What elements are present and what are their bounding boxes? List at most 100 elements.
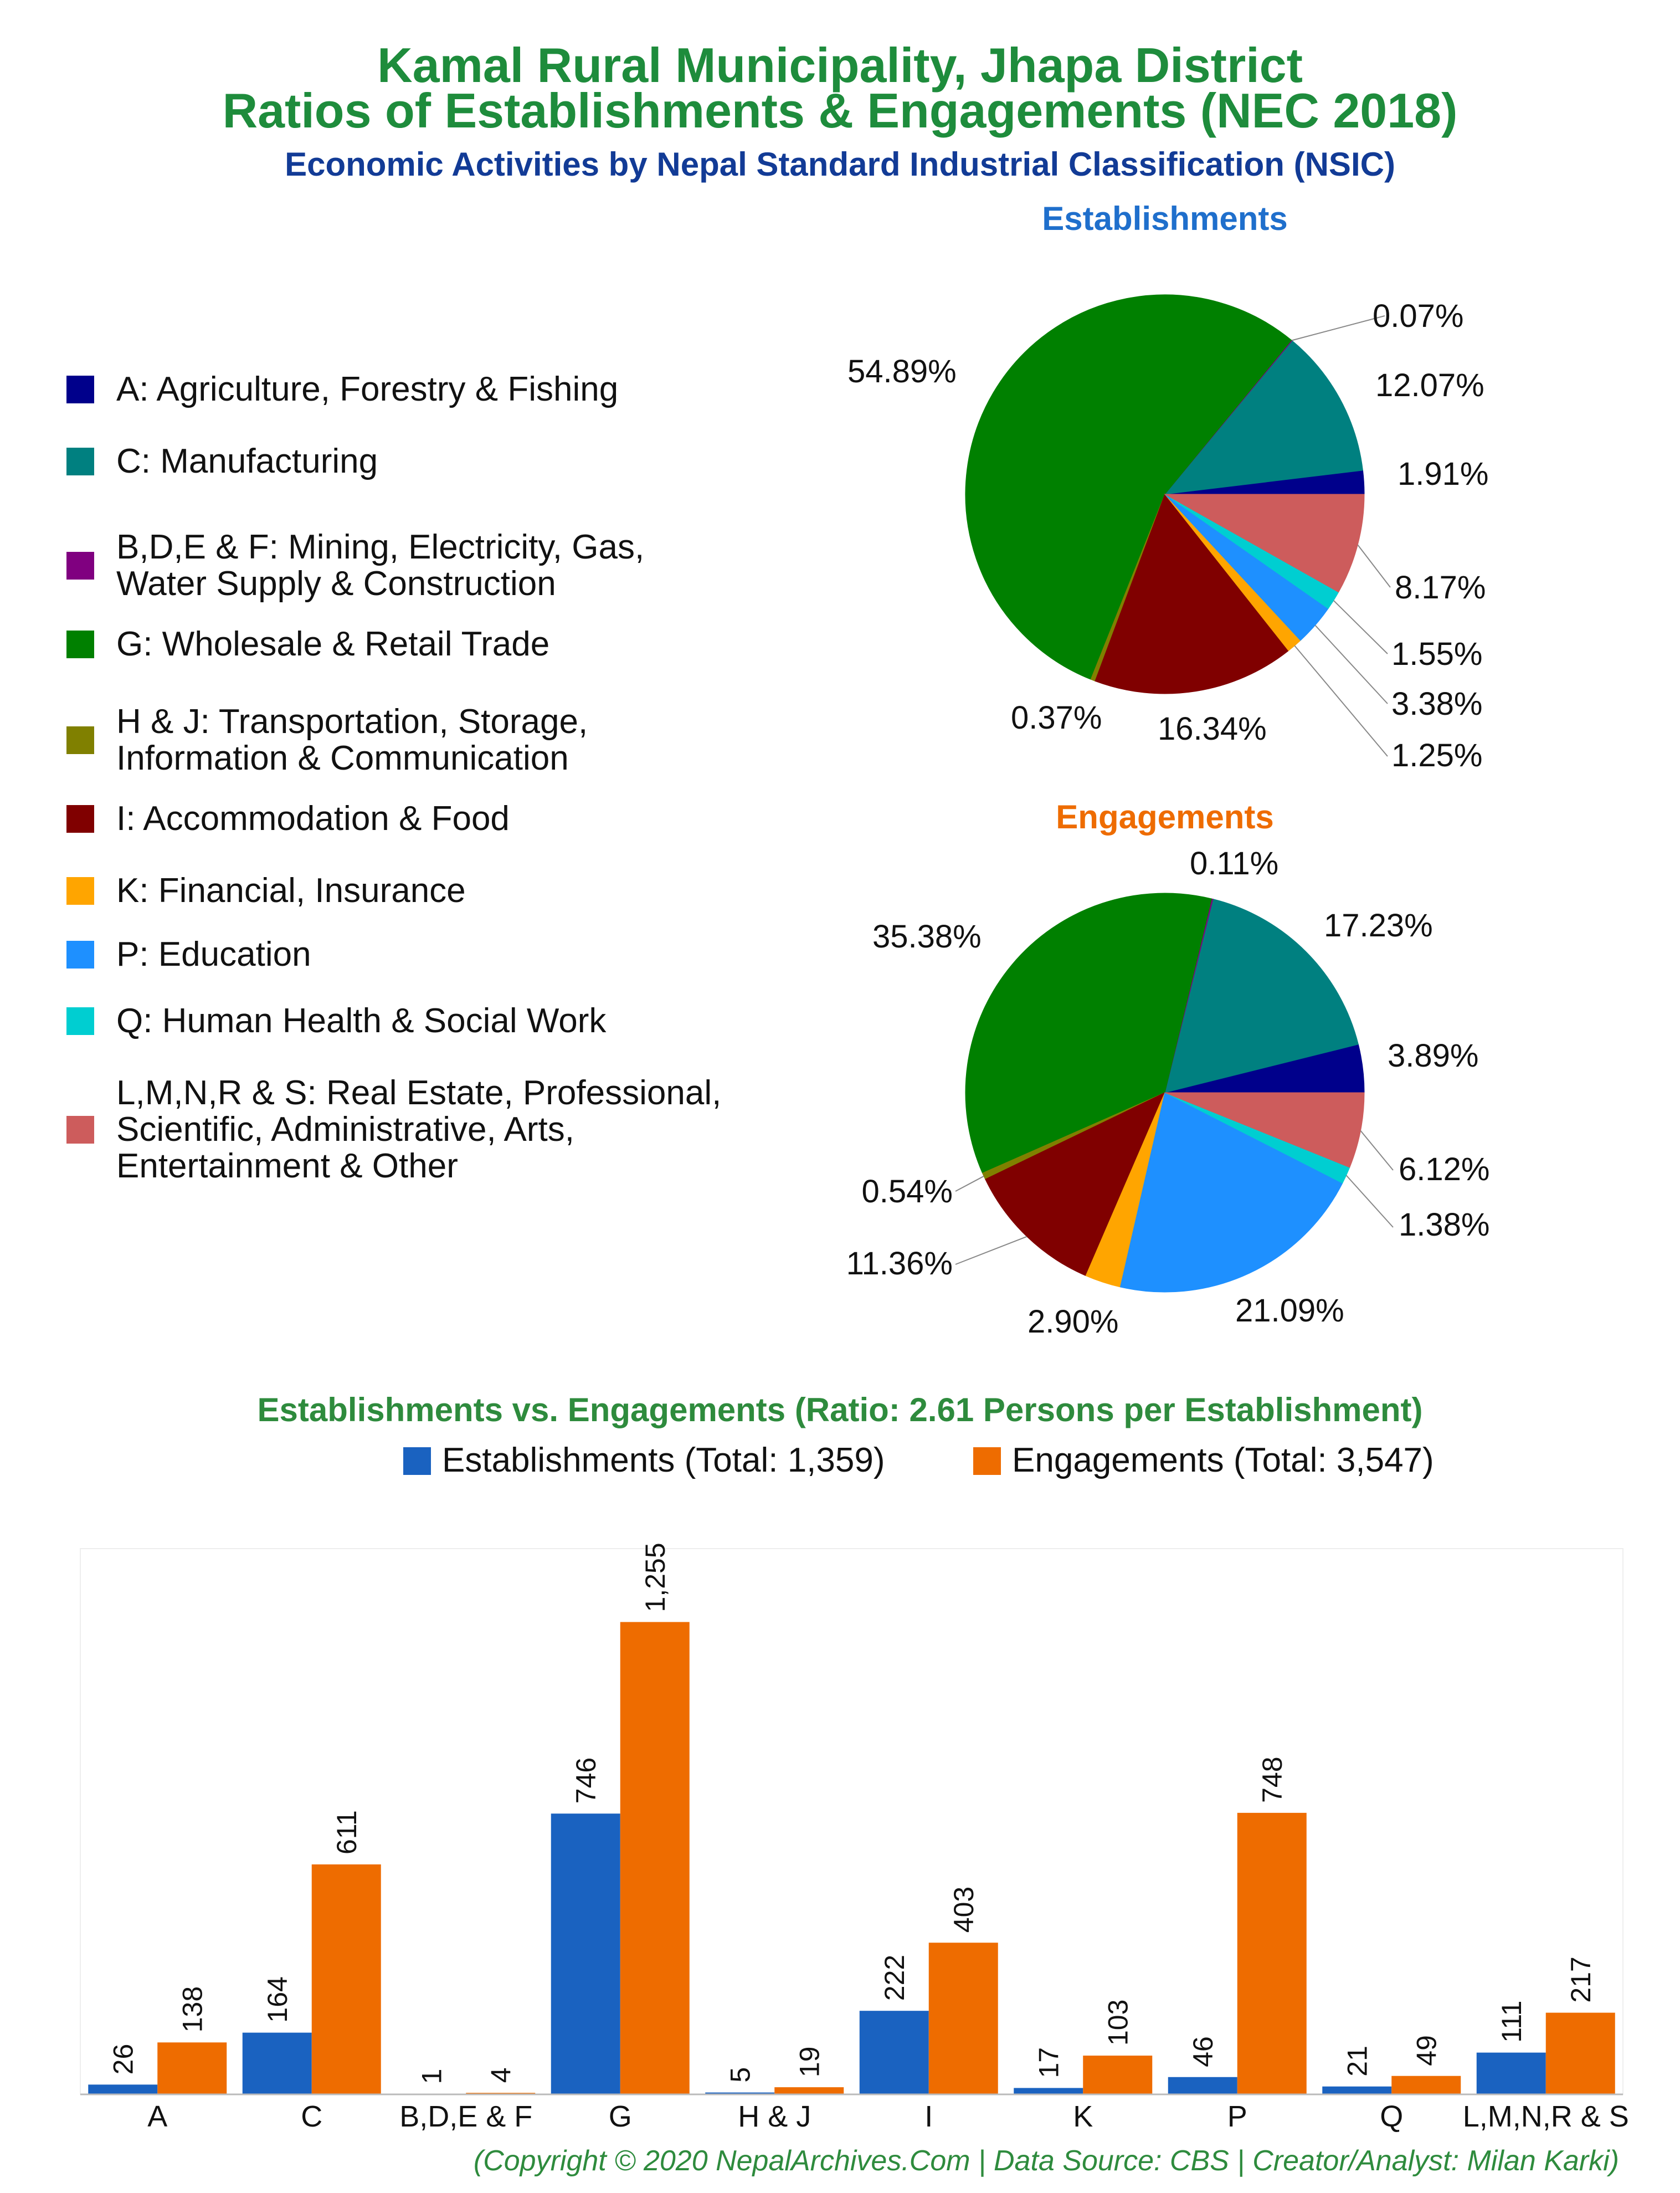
- pie-slice-label: 12.07%: [1375, 367, 1484, 403]
- legend-engagements-swatch: [973, 1447, 1001, 1475]
- legend-swatch: [66, 805, 94, 833]
- chart-title-line-2: Ratios of Establishments & Engagements (…: [222, 83, 1458, 138]
- legend-swatch: [66, 552, 94, 580]
- bar-value-label: 217: [1565, 1956, 1596, 2002]
- bar-value-label: 611: [331, 1810, 362, 1854]
- bar-value-label: 19: [794, 2046, 825, 2077]
- x-tick-label: I: [924, 2100, 933, 2133]
- pie-slice-label: 35.38%: [872, 919, 982, 955]
- legend-label: B,D,E & F: Mining, Electricity, Gas, Wat…: [116, 528, 645, 603]
- bar-value-label: 4: [486, 2067, 517, 2083]
- bar-establishments: [1014, 2088, 1083, 2094]
- bar-establishments: [859, 2011, 929, 2094]
- chart-subtitle: Economic Activities by Nepal Standard In…: [285, 146, 1395, 183]
- pie-slice: [1164, 899, 1359, 1093]
- pie-slice: [1164, 1092, 1365, 1168]
- pie-slice-label: 11.36%: [846, 1246, 953, 1282]
- pie-leader-line: [1333, 600, 1388, 654]
- bar-engagements: [774, 2087, 844, 2094]
- engagements-pie-title: Engagements: [1056, 798, 1274, 836]
- bar-establishments: [242, 2032, 312, 2094]
- legend-swatch: [66, 726, 94, 754]
- pie-slice: [1095, 493, 1289, 694]
- legend-label: K: Financial, Insurance: [116, 872, 466, 910]
- bar-value-label: 26: [108, 2044, 139, 2075]
- bar-value-label: 1: [417, 2069, 448, 2084]
- bar-establishments: [705, 2092, 775, 2094]
- bar-value-label: 403: [948, 1887, 979, 1933]
- bar-value-label: 111: [1496, 2001, 1527, 2043]
- bar-value-label: 17: [1034, 2047, 1065, 2078]
- legend-swatch: [66, 1116, 94, 1144]
- legend-swatch: [66, 448, 94, 475]
- legend-establishments-label: Establishments (Total: 1,359): [442, 1441, 885, 1479]
- x-tick-label: H & J: [738, 2100, 811, 2133]
- bar-chart-title: Establishments vs. Engagements (Ratio: 2…: [257, 1391, 1423, 1428]
- bar-establishments: [1168, 2077, 1237, 2094]
- bar-engagements: [157, 2042, 227, 2094]
- legend-label: I: Accommodation & Food: [116, 800, 510, 838]
- bar-establishments: [1476, 2052, 1546, 2094]
- bar-engagements: [1237, 1812, 1307, 2094]
- pie-slice-label: 17.23%: [1324, 908, 1433, 944]
- pie-slice-label: 6.12%: [1399, 1151, 1489, 1187]
- bar-establishments: [88, 2084, 158, 2094]
- pie-slice-label: 3.89%: [1388, 1038, 1478, 1074]
- pie-slice-label: 54.89%: [847, 353, 957, 390]
- engagements-pie: 3.89% 17.23% 0.11% 35.38% 0.54% 11.36% 2.90% 21…: [846, 846, 1490, 1340]
- bar-engagements: [620, 1622, 690, 2094]
- bar-chart: 26 138 A 164 611 C 1 4 B,D,E & F 746 1,255 G 5 19 H & …: [80, 1543, 1629, 2133]
- establishments-pie: 1.91% 12.07% 0.07% 54.89% 0.37% 16.34% 1.25% 3.…: [847, 294, 1488, 773]
- pie-leader-line: [1314, 624, 1388, 704]
- pie-leader-line: [1294, 645, 1388, 757]
- bar-value-label: 103: [1103, 2000, 1134, 2046]
- legend-label: P: Education: [116, 935, 311, 973]
- bar-value-label: 21: [1342, 2046, 1373, 2077]
- pie-charts: 1.91% 12.07% 0.07% 54.89% 0.37% 16.34% 1.25% 3.…: [846, 294, 1490, 1340]
- legend-label: H & J: Transportation, Storage, Informat…: [116, 703, 588, 777]
- x-tick-label: P: [1227, 2100, 1247, 2133]
- pie-slice-label: 3.38%: [1391, 686, 1482, 722]
- pie-slice: [965, 893, 1213, 1174]
- pie-slice: [965, 294, 1292, 680]
- pie-slice-label: 1.25%: [1391, 737, 1482, 773]
- pie-leader-line: [1360, 1130, 1394, 1171]
- pie-slice-label: 0.07%: [1373, 298, 1463, 334]
- legend-label: A: Agriculture, Forestry & Fishing: [116, 370, 619, 408]
- legend-swatch: [66, 941, 94, 969]
- legend-swatch: [66, 877, 94, 905]
- pie-leader-line: [955, 1175, 984, 1192]
- pie-slice-label: 0.54%: [862, 1174, 953, 1210]
- legend-establishments-swatch: [403, 1447, 431, 1475]
- x-tick-label: C: [301, 2100, 322, 2133]
- bar-value-label: 222: [879, 1955, 910, 2001]
- bar-value-label: 5: [725, 2067, 756, 2083]
- x-tick-label: K: [1073, 2100, 1093, 2133]
- legend-swatch: [66, 1007, 94, 1035]
- legend-swatch: [66, 631, 94, 658]
- pie-leader-line: [1357, 544, 1391, 588]
- bar-engagements: [928, 1943, 998, 2094]
- bar-establishments: [1322, 2086, 1392, 2094]
- pie-slice-label: 0.11%: [1190, 846, 1278, 882]
- footer-credit: (Copyright © 2020 NepalArchives.Com | Da…: [473, 2145, 1619, 2177]
- establishments-pie-title: Establishments: [1042, 200, 1288, 237]
- bar-engagements: [1391, 2076, 1461, 2094]
- legend-label: Q: Human Health & Social Work: [116, 1002, 607, 1040]
- pie-slice-label: 0.37%: [1011, 700, 1102, 736]
- pie-slice-label: 1.38%: [1399, 1207, 1489, 1243]
- bar-value-label: 746: [571, 1758, 602, 1803]
- pie-leader-line: [1345, 1175, 1394, 1228]
- bar-engagements: [1545, 2012, 1615, 2094]
- pie-slice: [1164, 340, 1363, 495]
- chart-title-line-1: Kamal Rural Municipality, Jhapa District: [377, 38, 1303, 93]
- bar-establishments: [551, 1813, 620, 2094]
- x-tick-label: L,M,N,R & S: [1463, 2100, 1629, 2133]
- x-tick-label: B,D,E & F: [399, 2100, 532, 2133]
- pie-slice-label: 8.17%: [1395, 570, 1486, 606]
- pie-slice-label: 2.90%: [1027, 1304, 1118, 1340]
- x-tick-label: G: [609, 2100, 632, 2133]
- legend-engagements-label: Engagements (Total: 3,547): [1012, 1441, 1434, 1479]
- legend-engagements: Engagements (Total: 3,547): [973, 1441, 1434, 1480]
- pie-slice-label: 21.09%: [1235, 1293, 1344, 1329]
